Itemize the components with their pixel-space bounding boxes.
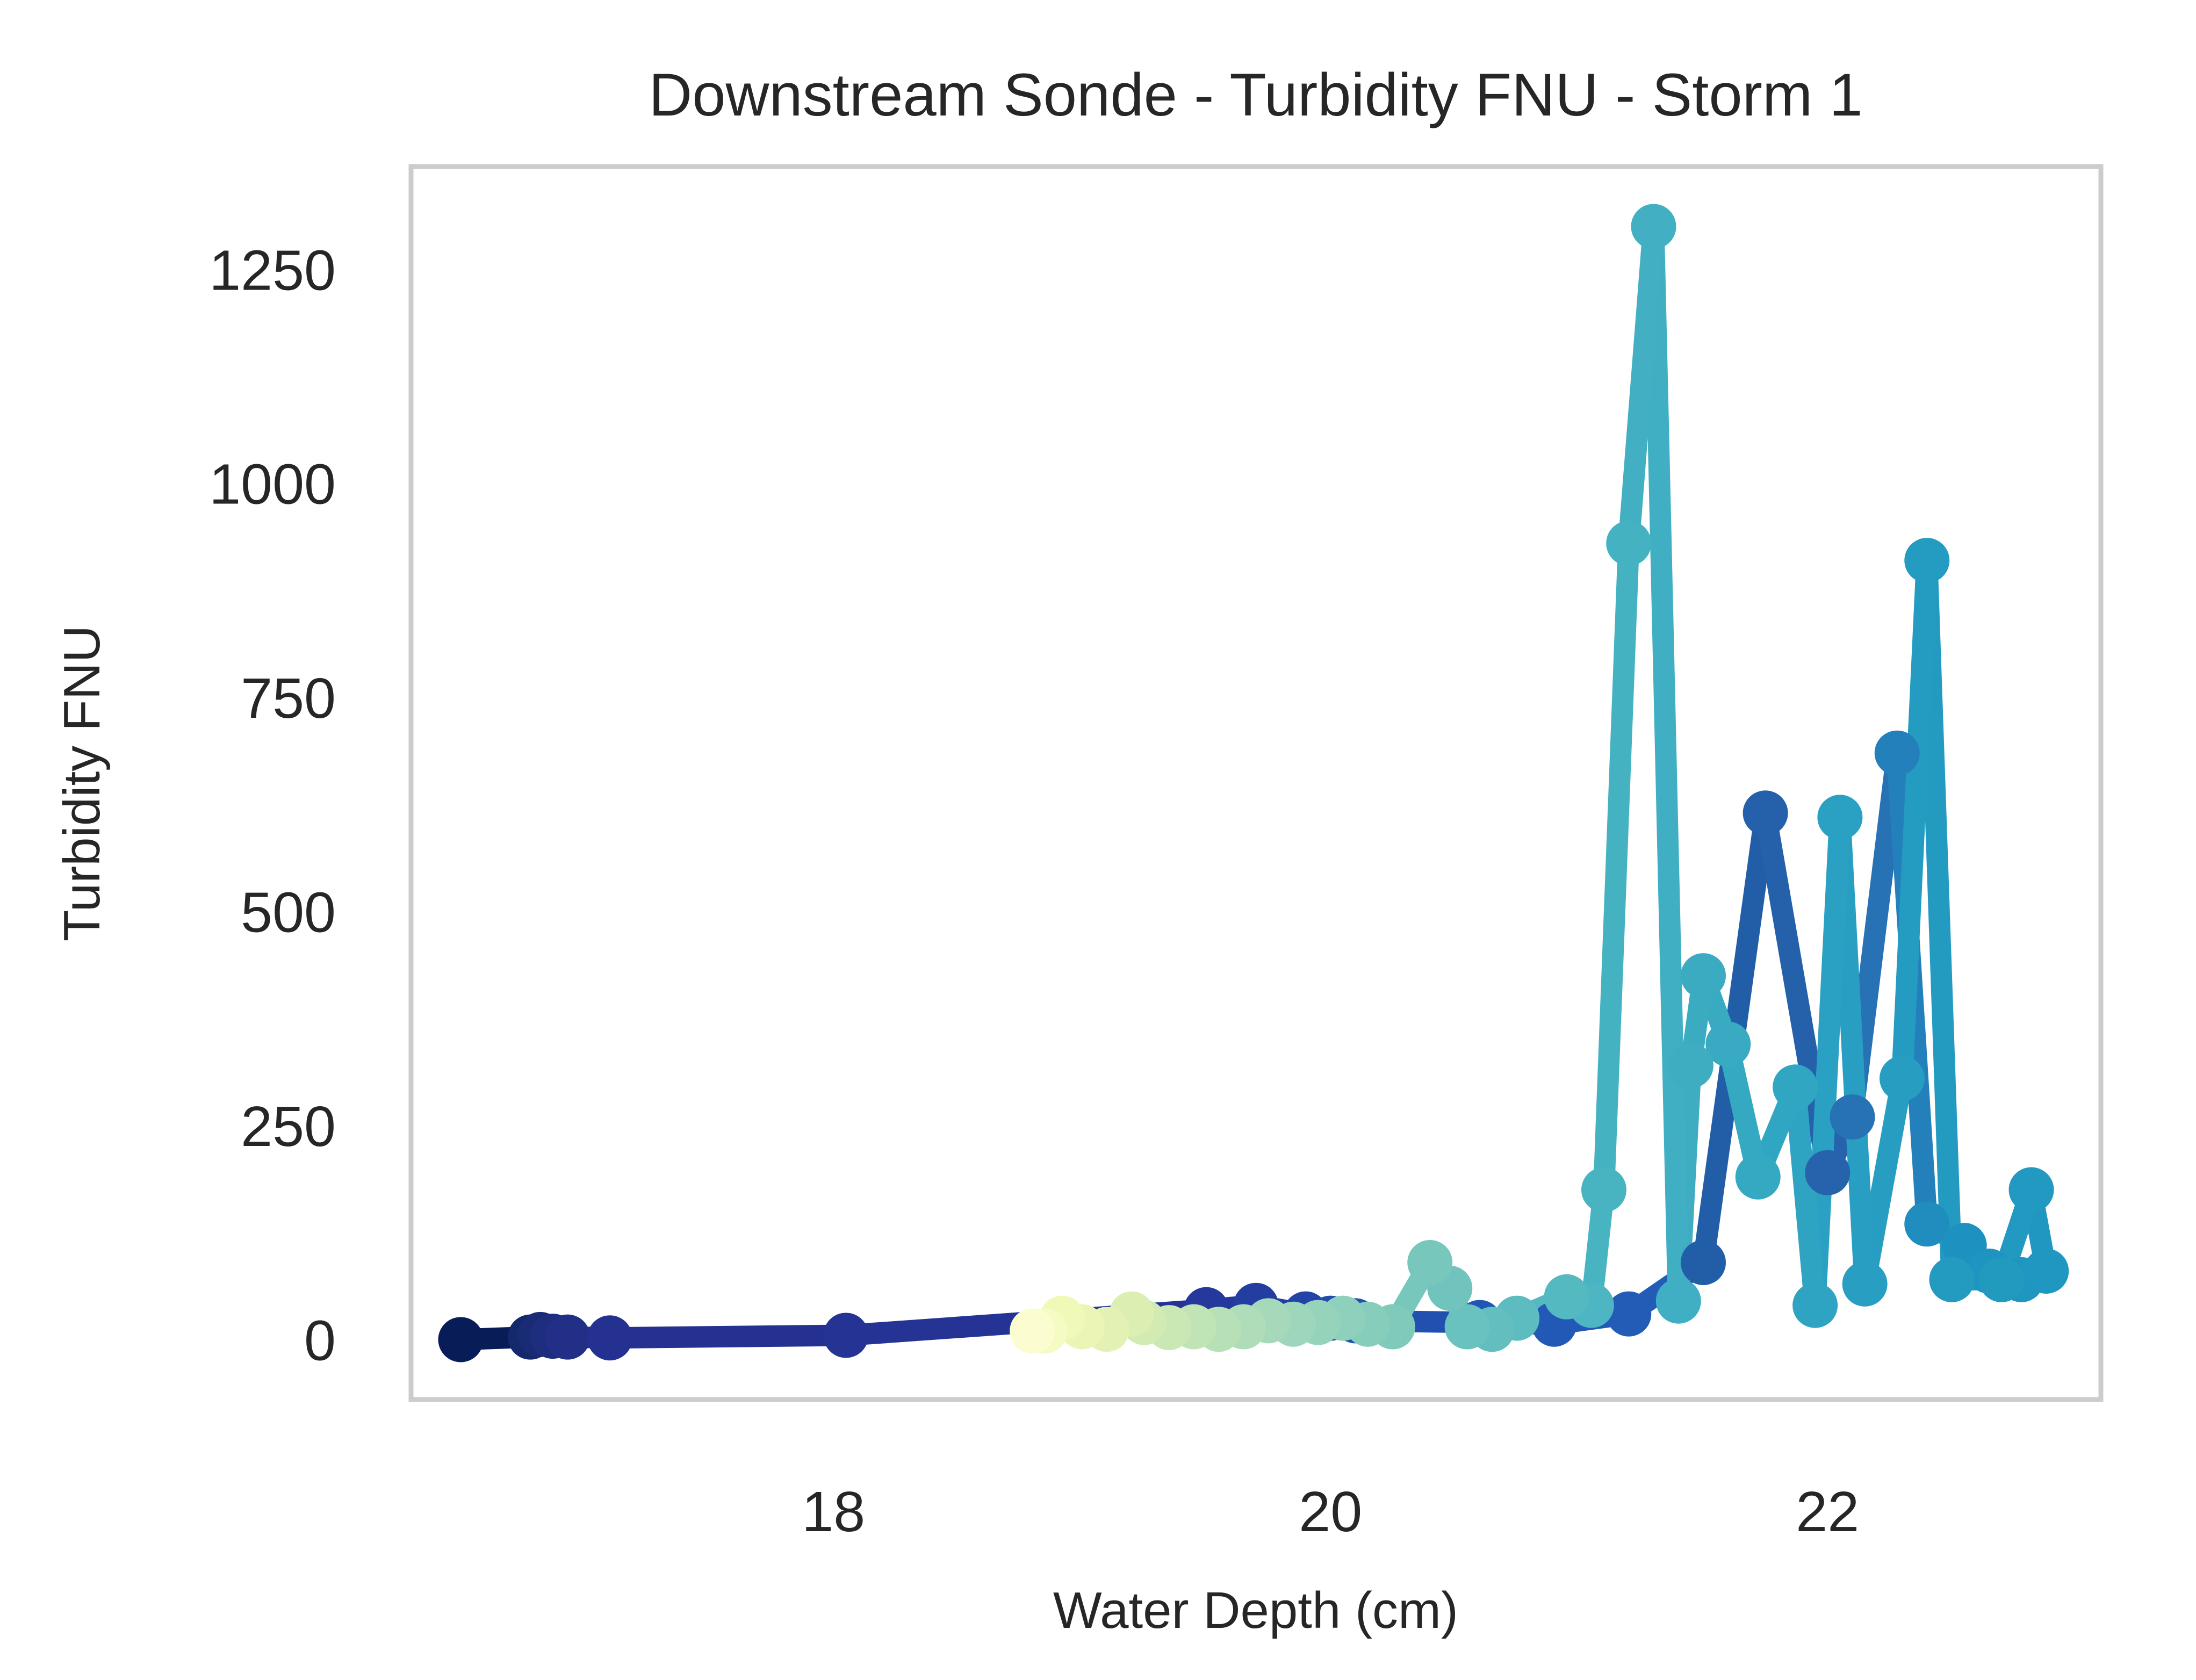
data-point <box>1874 730 1920 776</box>
data-point <box>438 1317 484 1362</box>
data-point <box>1904 538 1950 583</box>
series-segment <box>1717 1033 1769 1188</box>
chart-title: Downstream Sonde - Turbidity FNU - Storm… <box>649 61 1862 128</box>
y-tick-label: 1000 <box>209 453 336 516</box>
data-point <box>1705 1021 1751 1067</box>
y-tick-label: 500 <box>241 881 336 944</box>
y-tick-label: 250 <box>241 1095 336 1158</box>
x-tick-label: 22 <box>1796 1480 1859 1544</box>
series-segment <box>1891 550 1938 1090</box>
series-segment <box>1618 215 1665 554</box>
data-point <box>1010 1308 1055 1354</box>
data-point <box>1979 1257 2024 1302</box>
data-point <box>1735 1154 1781 1200</box>
data-point <box>1773 1064 1818 1110</box>
data-point <box>1817 795 1863 840</box>
data-point <box>1606 1291 1652 1337</box>
data-point <box>1606 521 1652 566</box>
data-point <box>1655 1278 1701 1324</box>
data-point <box>1668 1043 1713 1088</box>
x-tick-label: 18 <box>802 1480 865 1544</box>
series-segment <box>1643 215 1689 1312</box>
y-axis-label: Turbidity FNU <box>53 625 111 942</box>
data-point <box>587 1315 632 1361</box>
x-tick-label: 20 <box>1299 1480 1362 1544</box>
data-point <box>1904 1201 1950 1247</box>
data-point <box>1880 1056 1925 1101</box>
data-point <box>1407 1240 1453 1285</box>
data-point <box>1681 1240 1726 1285</box>
series-segment <box>599 1324 857 1349</box>
y-tick-label: 750 <box>241 667 336 730</box>
data-point <box>1743 790 1788 836</box>
data-point <box>2024 1248 2069 1294</box>
data-point <box>2008 1167 2054 1213</box>
series-markers <box>438 204 2069 1362</box>
data-point <box>1842 1261 1888 1307</box>
data-point <box>1544 1274 1589 1320</box>
data-point <box>1805 1150 1851 1195</box>
data-point <box>1631 204 1676 249</box>
x-tick-labels: 18 20 22 <box>802 1480 1859 1544</box>
data-point <box>1830 1094 1875 1140</box>
y-tick-labels: 0 250 500 750 1000 1250 <box>209 239 336 1372</box>
series-segment <box>1804 806 1851 1316</box>
plot-frame <box>408 164 2104 1402</box>
data-point <box>1681 953 1726 999</box>
y-tick-label: 0 <box>304 1309 336 1372</box>
data-point <box>1929 1257 1975 1302</box>
data-point <box>1792 1282 1838 1328</box>
data-point <box>545 1314 591 1360</box>
y-tick-label: 1250 <box>209 239 336 302</box>
data-point <box>1581 1167 1626 1213</box>
data-point <box>823 1313 869 1358</box>
series-segment <box>1784 1076 1826 1316</box>
x-axis-label: Water Depth (cm) <box>1053 1582 1458 1639</box>
series-segment <box>1593 532 1640 1201</box>
data-point <box>1444 1304 1490 1350</box>
